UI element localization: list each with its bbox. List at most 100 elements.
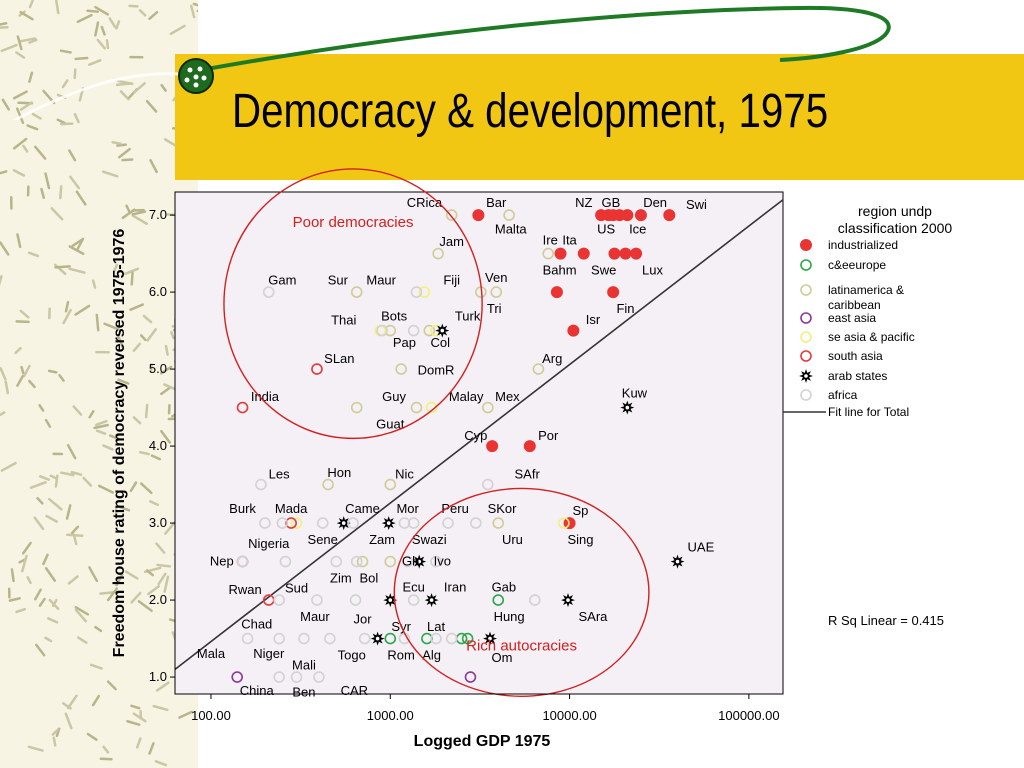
data-point	[259, 517, 271, 529]
data-point	[401, 555, 414, 568]
pattern-stroke	[152, 704, 169, 712]
point-label: Nigeria	[248, 536, 290, 551]
pattern-stroke	[108, 434, 121, 441]
point-label: Ecu	[402, 580, 424, 595]
pattern-stroke	[132, 342, 142, 352]
point-label: Pap	[393, 335, 416, 350]
data-point	[349, 594, 362, 606]
pattern-stroke	[95, 419, 108, 427]
pattern-stroke	[148, 742, 155, 755]
pattern-stroke	[44, 418, 52, 428]
point-label: Ben	[292, 684, 315, 699]
legend-label: latinamerica &	[828, 283, 904, 297]
pattern-stroke	[14, 347, 22, 355]
pattern-stroke	[155, 681, 170, 692]
pattern-stroke	[48, 497, 63, 511]
star-marker-center	[375, 636, 380, 641]
data-point	[410, 286, 423, 298]
pattern-stroke	[131, 214, 148, 226]
pattern-stroke	[45, 514, 58, 523]
pattern-stroke	[132, 82, 146, 94]
point-label: SAra	[578, 609, 608, 624]
pattern-stroke	[44, 636, 53, 643]
point-label: Rom	[387, 648, 414, 663]
point-label: SKor	[488, 501, 518, 516]
data-point	[630, 247, 643, 260]
pattern-stroke	[157, 572, 167, 586]
pattern-stroke	[112, 263, 119, 273]
data-point	[421, 632, 433, 645]
data-point	[442, 517, 454, 529]
data-point	[567, 324, 580, 337]
data-point	[350, 401, 363, 414]
pattern-stroke	[26, 576, 32, 585]
pattern-stroke	[178, 710, 193, 719]
x-tick-label: 100.00	[191, 708, 231, 723]
pattern-stroke	[35, 643, 46, 657]
pattern-stroke	[148, 10, 159, 21]
x-tick-label: 10000.00	[542, 708, 596, 723]
data-point	[523, 440, 536, 453]
pattern-stroke	[89, 663, 103, 670]
pattern-stroke	[138, 450, 150, 456]
point-label: Mali	[292, 658, 316, 673]
point-label: Came	[345, 501, 380, 516]
pattern-stroke	[33, 516, 45, 531]
data-point	[430, 555, 442, 568]
point-label: Guat	[376, 417, 405, 432]
data-point	[262, 286, 275, 298]
pattern-stroke	[0, 411, 6, 417]
y-tick-label: 1.0	[149, 669, 167, 684]
pattern-stroke	[0, 241, 10, 256]
pattern-stroke	[160, 386, 171, 396]
data-point	[461, 632, 474, 645]
legend-label: east asia	[828, 311, 876, 325]
pattern-stroke	[29, 481, 47, 489]
data-point	[483, 631, 497, 646]
point-label: Gab	[492, 580, 517, 595]
pattern-stroke	[36, 496, 44, 505]
point-label: Lux	[642, 263, 663, 278]
pattern-stroke	[68, 267, 86, 274]
pattern-stroke	[38, 404, 45, 412]
point-label: Malta	[495, 222, 528, 237]
pattern-stroke	[28, 38, 38, 44]
pattern-stroke	[15, 51, 26, 59]
data-point	[336, 516, 351, 531]
y-tick-label: 6.0	[149, 284, 167, 299]
point-label: Burk	[229, 501, 256, 516]
x-tick-label: 1000.00	[367, 708, 414, 723]
data-point	[236, 555, 249, 568]
pattern-stroke	[28, 379, 36, 389]
data-point	[492, 517, 505, 529]
pattern-stroke	[88, 566, 99, 583]
point-label: Isr	[586, 312, 601, 327]
data-point	[621, 209, 634, 222]
pattern-stroke	[75, 190, 87, 206]
pattern-stroke	[160, 429, 172, 444]
pattern-stroke	[0, 43, 18, 53]
data-point	[255, 478, 267, 491]
pattern-stroke	[67, 575, 79, 585]
pattern-stroke	[94, 625, 103, 633]
point-label: Mor	[396, 501, 419, 516]
data-point	[492, 594, 505, 606]
pattern-stroke	[121, 208, 136, 220]
data-point	[316, 517, 329, 529]
data-point	[350, 286, 363, 298]
point-label: Chad	[241, 617, 272, 632]
pattern-stroke	[91, 694, 101, 707]
pattern-stroke	[12, 169, 26, 177]
point-label: Ven	[485, 270, 507, 285]
pattern-stroke	[130, 271, 134, 286]
pattern-stroke	[27, 745, 44, 752]
pattern-stroke	[12, 137, 28, 150]
point-label: Ivo	[434, 554, 451, 569]
point-label: Sene	[308, 532, 338, 547]
pattern-stroke	[99, 757, 113, 761]
pattern-stroke	[66, 694, 78, 710]
pattern-stroke	[124, 267, 140, 276]
pattern-stroke	[88, 410, 95, 419]
star-marker-center	[675, 559, 680, 564]
